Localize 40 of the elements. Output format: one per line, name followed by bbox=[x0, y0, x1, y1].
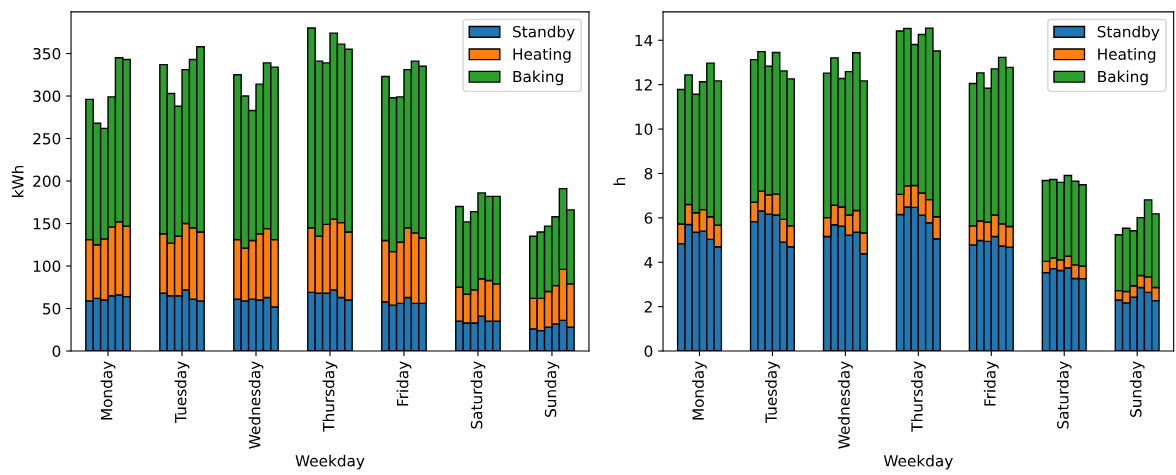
legend-label: Baking bbox=[513, 70, 563, 86]
legend-label: Standby bbox=[1097, 25, 1160, 41]
y-tick-label: 200 bbox=[33, 175, 61, 188]
y-tick-label: 50 bbox=[43, 302, 61, 315]
x-tick-label: Tuesday bbox=[765, 361, 780, 423]
y-tick-label: 150 bbox=[33, 217, 61, 230]
y-tick-label: 4 bbox=[644, 256, 653, 269]
y-tick-label: 10 bbox=[635, 123, 653, 136]
x-tick-label: Monday bbox=[100, 361, 116, 420]
y-axis-title: kWh bbox=[11, 165, 24, 197]
y-tick-label: 250 bbox=[33, 132, 61, 145]
legend-label: Standby bbox=[513, 25, 575, 41]
x-tick-label: Thursday bbox=[322, 361, 338, 432]
x-tick-label: Thursday bbox=[910, 361, 926, 432]
x-tick-label: Wednesday bbox=[838, 361, 853, 449]
legend-label: Baking bbox=[1098, 70, 1148, 86]
y-tick-label: 300 bbox=[33, 90, 61, 103]
legend-label: Heating bbox=[513, 48, 571, 63]
x-tick-label: Sunday bbox=[1129, 361, 1145, 417]
y-tick-label: 12 bbox=[635, 79, 652, 91]
x-axis-title: Weekday bbox=[883, 454, 953, 470]
x-tick-label: Friday bbox=[983, 361, 999, 406]
legend-label: Heating bbox=[1098, 48, 1156, 63]
x-tick-label: Wednesday bbox=[248, 361, 264, 449]
y-tick-label: 14 bbox=[635, 34, 653, 47]
x-tick-label: Saturday bbox=[470, 361, 486, 429]
y-axis-title: h bbox=[613, 177, 626, 185]
x-axis-title: Weekday bbox=[295, 454, 365, 470]
x-tick-label: Monday bbox=[692, 361, 707, 420]
y-tick-label: 350 bbox=[33, 47, 61, 60]
y-tick-label: 100 bbox=[33, 260, 61, 273]
x-tick-label: Tuesday bbox=[174, 361, 190, 423]
x-tick-label: Sunday bbox=[544, 361, 560, 417]
y-tick-label: 0 bbox=[644, 345, 653, 358]
x-tick-label: Saturday bbox=[1056, 361, 1072, 429]
x-tick-label: Friday bbox=[396, 361, 412, 406]
y-tick-label: 6 bbox=[644, 212, 653, 224]
y-tick-label: 8 bbox=[644, 167, 653, 180]
y-tick-label: 0 bbox=[52, 345, 61, 358]
y-tick-label: 2 bbox=[644, 301, 652, 313]
